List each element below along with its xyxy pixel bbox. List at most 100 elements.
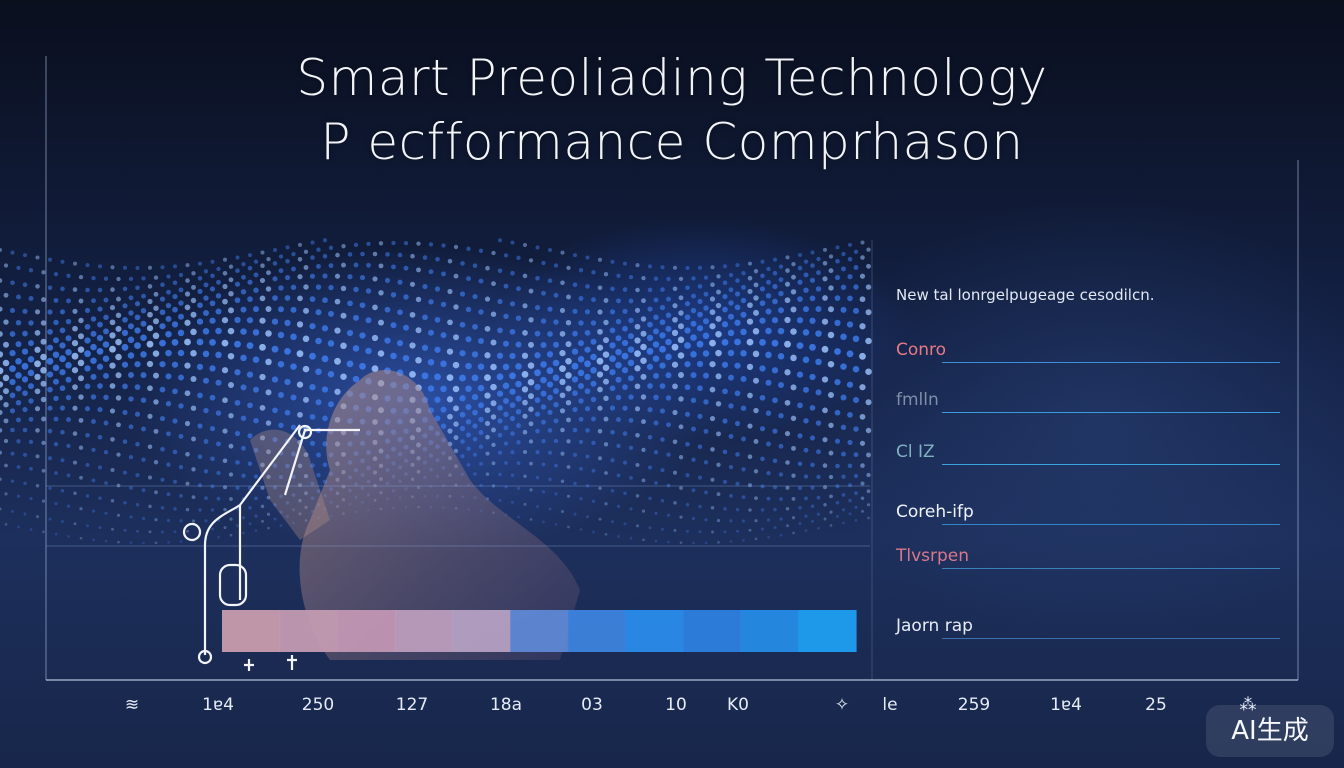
decor-dot [627, 359, 635, 367]
decor-dot [240, 289, 247, 295]
decor-dot [179, 540, 183, 543]
decor-dot [523, 502, 527, 506]
decor-dot [127, 352, 135, 359]
decor-dot [542, 520, 545, 524]
x-tick-label: 10 [665, 695, 687, 715]
decor-dot [778, 264, 784, 269]
decor-dot [72, 308, 78, 314]
decor-dot [465, 336, 472, 343]
decor-dot [178, 464, 184, 470]
decor-dot [41, 270, 46, 275]
decor-dot [715, 330, 722, 338]
decor-dot [110, 287, 115, 292]
decor-dot [828, 474, 834, 480]
decor-dot [310, 481, 315, 486]
decor-dot [60, 458, 65, 463]
decor-dot [135, 285, 140, 291]
decor-dot [541, 260, 546, 266]
decor-dot [159, 323, 166, 330]
decor-dot [473, 472, 477, 476]
decor-dot [484, 296, 491, 302]
decor-dot [565, 319, 572, 326]
decor-dot [146, 325, 154, 332]
decor-dot [465, 419, 472, 425]
decor-dot [77, 346, 85, 353]
decor-dot [271, 376, 279, 383]
decor-dot [415, 296, 422, 303]
decor-dot [604, 532, 608, 536]
decor-dot [466, 276, 471, 282]
decor-dot [102, 355, 110, 362]
legend-item: Tlvsrpen [894, 542, 1280, 572]
decor-dot [478, 309, 484, 315]
decor-dot [109, 319, 116, 326]
decor-dot [16, 465, 21, 469]
decor-dot [359, 332, 366, 339]
decor-dot [159, 296, 166, 302]
decor-dot [260, 263, 265, 269]
decor-dot [221, 367, 229, 374]
decor-dot [203, 310, 209, 316]
decor-dot [266, 474, 271, 480]
decor-dot [622, 261, 628, 266]
decor-dot [615, 394, 622, 401]
decor-dot [246, 371, 254, 378]
decor-dot [791, 497, 796, 501]
decor-dot [140, 320, 147, 327]
decor-dot [147, 298, 153, 305]
decor-dot [815, 389, 822, 396]
decor-dot [279, 524, 283, 527]
decor-dot [585, 284, 590, 289]
decor-dot [684, 361, 691, 368]
decor-dot [503, 340, 509, 347]
decor-dot [778, 290, 784, 297]
decor-dot [253, 474, 259, 479]
decor-dot [409, 281, 416, 287]
decor-dot [153, 428, 159, 434]
decor-dot [727, 349, 735, 357]
decor-dot [522, 413, 528, 419]
decor-dot [60, 489, 65, 493]
decor-dot [47, 428, 53, 434]
decor-dot [259, 277, 266, 283]
decor-dot [828, 450, 834, 456]
decor-dot [185, 507, 190, 512]
decor-dot [547, 306, 553, 312]
decor-dot [115, 325, 122, 332]
decor-dot [735, 452, 740, 457]
decor-dot [459, 411, 466, 418]
decor-dot [585, 428, 590, 433]
legend-item: Cl IZ [894, 438, 1280, 468]
decor-dot [741, 467, 746, 472]
decor-dot [315, 368, 322, 375]
decor-dot [809, 317, 816, 324]
decor-dot [559, 408, 566, 414]
decor-dot [159, 361, 166, 368]
decor-dot [603, 395, 609, 402]
decor-dot [453, 304, 459, 310]
decor-dot [671, 361, 679, 368]
decor-dot [52, 351, 60, 358]
decor-dot [571, 376, 579, 383]
decor-dot [110, 498, 115, 503]
decor-dot [346, 329, 354, 337]
decor-dot [53, 378, 59, 385]
decor-dot [671, 343, 679, 351]
decor-dot [136, 529, 139, 533]
decor-dot [546, 367, 554, 375]
decor-dot [477, 384, 485, 392]
decor-dot [91, 478, 96, 483]
decor-dot [65, 318, 72, 325]
legend-heading: New tal lonrgelpugeage cesodilcn. [896, 286, 1155, 304]
decor-dot [534, 352, 541, 359]
decor-dot [366, 241, 371, 247]
decor-dot [204, 519, 208, 523]
decor-dot [635, 462, 640, 468]
decor-dot [759, 339, 766, 346]
decor-dot [854, 519, 858, 522]
decor-dot [272, 407, 278, 414]
decor-dot [741, 271, 746, 276]
decor-dot [79, 536, 83, 540]
decor-dot [377, 350, 385, 357]
decor-dot [759, 426, 766, 432]
